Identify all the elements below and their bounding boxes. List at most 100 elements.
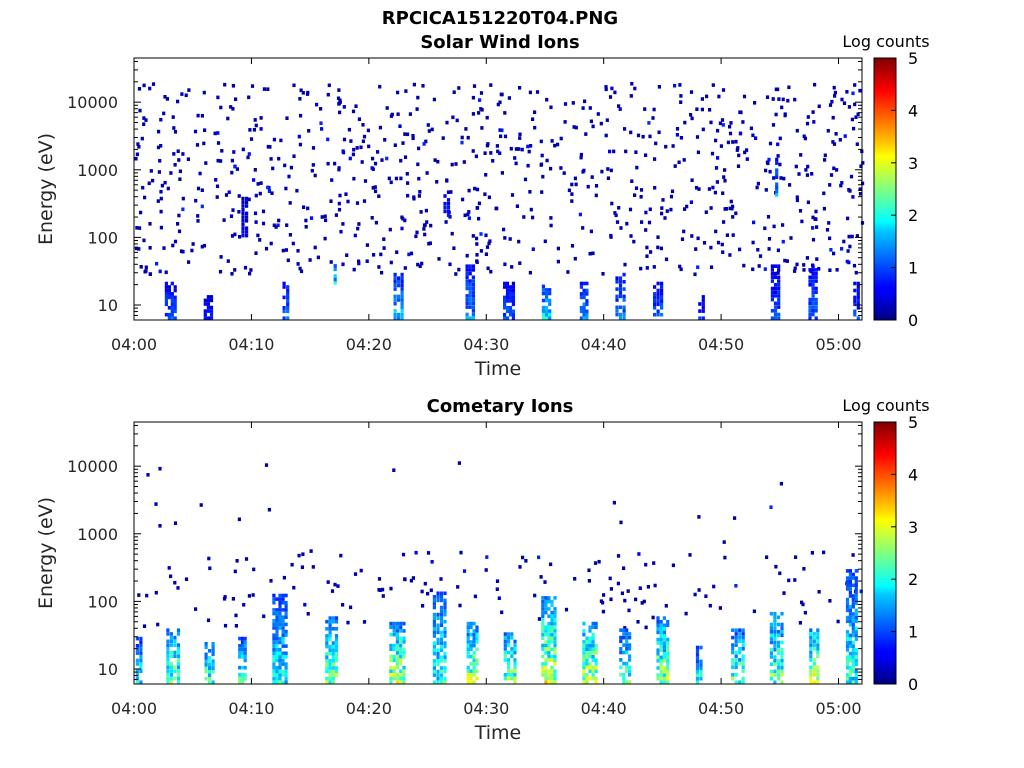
heatmap-cell bbox=[601, 609, 605, 614]
heatmap-cell bbox=[776, 644, 781, 648]
heatmap-cell bbox=[399, 647, 403, 651]
heatmap-cell bbox=[484, 173, 488, 177]
heatmap-cell bbox=[439, 609, 444, 613]
heatmap-cell bbox=[539, 162, 544, 167]
heatmap-cell bbox=[776, 651, 781, 656]
heatmap-cell bbox=[816, 635, 820, 640]
heatmap-cell bbox=[547, 654, 551, 659]
heatmap-cell bbox=[397, 316, 401, 320]
x-tick-label: 04:40 bbox=[581, 699, 627, 718]
heatmap-cell bbox=[701, 316, 705, 320]
heatmap-cell bbox=[267, 507, 271, 512]
heatmap-cell bbox=[466, 636, 470, 641]
heatmap-cell bbox=[609, 233, 613, 238]
heatmap-cell bbox=[418, 264, 422, 268]
heatmap-cell bbox=[511, 285, 515, 289]
heatmap-cell bbox=[656, 312, 660, 317]
heatmap-cell bbox=[176, 650, 181, 655]
x-tick-label: 04:10 bbox=[228, 699, 274, 718]
solar-wind-colorbar bbox=[873, 57, 897, 321]
heatmap-cell bbox=[285, 223, 289, 227]
heatmap-cell bbox=[272, 640, 276, 645]
heatmap-cell bbox=[399, 625, 403, 630]
heatmap-cell bbox=[475, 253, 479, 257]
heatmap-cell bbox=[625, 669, 629, 673]
heatmap-cell bbox=[659, 630, 663, 635]
heatmap-cell bbox=[766, 161, 770, 166]
heatmap-cell bbox=[278, 608, 282, 612]
heatmap-cell bbox=[392, 673, 396, 677]
heatmap-cell bbox=[693, 272, 697, 277]
heatmap-cell bbox=[675, 133, 679, 137]
heatmap-cell bbox=[435, 180, 439, 184]
heatmap-cell bbox=[278, 637, 282, 641]
heatmap-cell bbox=[811, 286, 815, 291]
heatmap-cell bbox=[777, 283, 781, 287]
heatmap-cell bbox=[327, 83, 331, 88]
heatmap-cell bbox=[245, 204, 249, 208]
heatmap-cell bbox=[475, 640, 479, 644]
heatmap-cell bbox=[439, 595, 444, 599]
heatmap-cell bbox=[612, 500, 616, 505]
heatmap-cell bbox=[659, 673, 663, 677]
heatmap-cell bbox=[503, 636, 507, 640]
heatmap-cell bbox=[204, 666, 208, 670]
heatmap-cell bbox=[406, 181, 410, 185]
heatmap-cell bbox=[389, 621, 393, 626]
heatmap-cell bbox=[377, 577, 382, 581]
heatmap-cell bbox=[714, 138, 718, 143]
heatmap-cell bbox=[233, 268, 237, 272]
heatmap-cell bbox=[495, 587, 499, 591]
heatmap-cell bbox=[845, 597, 850, 602]
heatmap-cell bbox=[135, 669, 139, 674]
heatmap-cell bbox=[553, 614, 557, 618]
heatmap-cell bbox=[325, 651, 329, 656]
heatmap-cell bbox=[497, 596, 501, 600]
heatmap-cell bbox=[548, 312, 552, 317]
heatmap-cell bbox=[489, 83, 493, 87]
heatmap-cell bbox=[173, 302, 177, 307]
heatmap-cell bbox=[549, 562, 553, 567]
heatmap-cell bbox=[705, 94, 709, 99]
heatmap-cell bbox=[806, 115, 810, 119]
heatmap-cell bbox=[211, 649, 215, 653]
heatmap-cell bbox=[666, 659, 670, 663]
heatmap-cell bbox=[399, 176, 403, 181]
heatmap-cell bbox=[399, 643, 403, 648]
heatmap-cell bbox=[331, 651, 335, 656]
heatmap-cell bbox=[468, 271, 472, 276]
heatmap-cell bbox=[659, 666, 663, 670]
heatmap-cell bbox=[541, 636, 545, 640]
heatmap-cell bbox=[854, 651, 858, 656]
heatmap-cell bbox=[275, 665, 279, 670]
heatmap-cell bbox=[432, 673, 436, 677]
heatmap-cell bbox=[547, 621, 551, 626]
heatmap-cell bbox=[432, 651, 436, 656]
heatmap-cell bbox=[325, 676, 329, 681]
heatmap-cell bbox=[518, 86, 522, 90]
heatmap-cell bbox=[181, 152, 185, 156]
heatmap-cell bbox=[517, 147, 521, 151]
heatmap-cell bbox=[339, 229, 343, 234]
heatmap-cell bbox=[553, 610, 557, 615]
heatmap-cell bbox=[402, 654, 406, 659]
heatmap-cell bbox=[143, 195, 147, 200]
heatmap-cell bbox=[729, 121, 733, 125]
heatmap-cell bbox=[399, 158, 403, 163]
heatmap-cell bbox=[548, 291, 552, 296]
heatmap-cell bbox=[781, 97, 785, 102]
heatmap-cell bbox=[373, 185, 377, 189]
heatmap-cell bbox=[541, 305, 545, 310]
heatmap-cell bbox=[446, 209, 451, 214]
heatmap-cell bbox=[439, 605, 444, 610]
heatmap-cell bbox=[400, 272, 404, 277]
heatmap-cell bbox=[484, 233, 488, 238]
x-tick-label: 04:30 bbox=[463, 335, 509, 354]
heatmap-cell bbox=[219, 159, 223, 163]
heatmap-cell bbox=[208, 680, 212, 684]
heatmap-cell bbox=[432, 669, 436, 674]
heatmap-cell bbox=[675, 127, 680, 131]
heatmap-cell bbox=[429, 588, 433, 593]
heatmap-cell bbox=[851, 640, 855, 645]
heatmap-cell bbox=[507, 639, 511, 644]
